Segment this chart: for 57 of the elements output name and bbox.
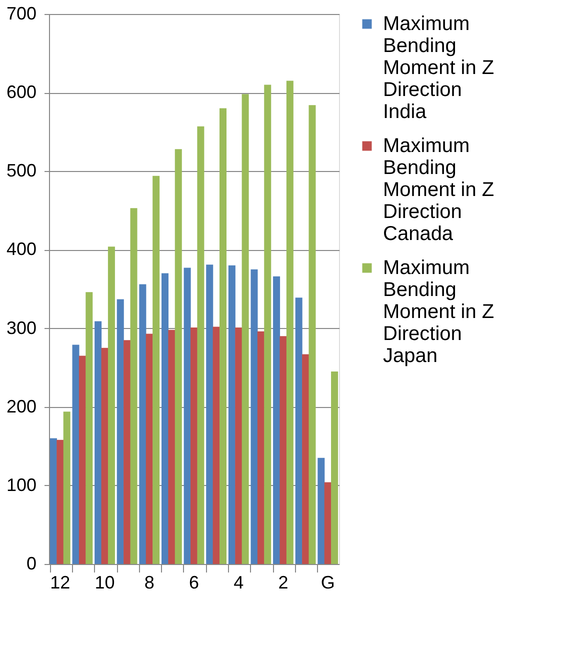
bar [86,292,93,564]
bar [139,284,146,564]
bar [56,440,64,564]
bar [63,412,70,564]
x-tick-label: 6 [188,572,200,592]
y-tick-label: 100 [6,474,36,495]
bar [162,273,168,564]
bar [101,348,108,564]
x-tick-label: 8 [144,572,154,592]
x-tick-label: 2 [278,572,288,592]
bar [273,276,280,564]
bar [108,246,115,564]
bar [264,84,272,564]
bar [331,372,338,564]
bar [78,356,86,564]
bar [235,328,242,564]
bar [212,326,220,564]
y-tick-label: 0 [26,554,36,574]
y-tick-label: 600 [6,82,36,102]
y-tick-label: 200 [6,396,36,416]
bar [174,149,182,564]
bar [206,264,214,564]
bar [257,331,264,564]
y-tick-label: 700 [6,4,36,24]
bar [152,176,160,564]
y-tick-label: 500 [6,160,36,181]
bar [116,299,124,564]
bar [197,126,204,564]
bar [242,94,249,564]
x-tick-label: 4 [234,572,244,592]
bar [124,340,131,564]
x-tick-label: 10 [94,572,115,592]
legend-label: Maximum Bending Moment in Z Direction Canada [383,135,494,245]
bar [228,265,236,564]
x-tick-label: 12 [50,572,70,592]
legend-label: Maximum Bending Moment in Z Direction Japan [383,257,494,367]
bar [286,80,294,564]
bar [146,334,153,564]
bar [250,269,258,564]
bar [72,344,80,564]
bar [190,328,198,564]
bar [318,458,325,564]
bar [280,336,287,564]
bar [308,105,316,564]
bar [130,208,138,564]
x-tick-label: G [320,572,335,592]
bar [184,268,191,564]
y-tick-label: 400 [6,239,36,260]
bar [302,354,310,564]
legend-label: Maximum Bending Moment in Z Direction India [383,13,494,123]
bar [295,298,302,564]
bar [168,330,176,564]
y-tick-label: 300 [6,318,36,338]
bar [324,482,332,564]
bar [94,321,102,564]
bar [220,108,226,564]
bar [50,438,57,564]
